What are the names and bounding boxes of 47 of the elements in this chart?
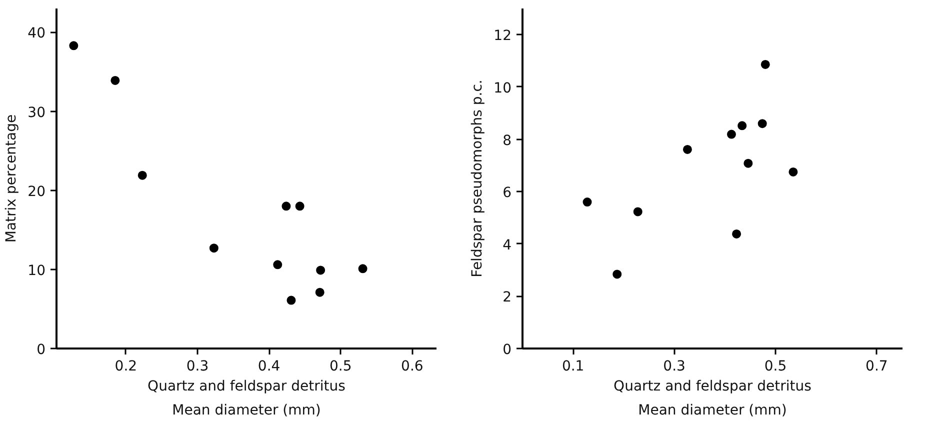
point — [744, 158, 753, 168]
x-axis-title: Quartz and feldspar detritus Mean diameter (mm) — [148, 378, 346, 418]
y-tick-label: 10 — [494, 80, 512, 96]
point — [788, 167, 798, 176]
point — [286, 296, 296, 305]
point — [295, 202, 304, 211]
point — [209, 244, 218, 253]
x-tick-label: 0.3 — [663, 358, 686, 374]
y-tick-label: 8 — [502, 132, 512, 149]
x-tick-label: 0.5 — [764, 358, 787, 374]
y-tick-label: 6 — [502, 185, 512, 202]
y-tick-label: 30 — [28, 104, 46, 121]
point — [732, 229, 742, 238]
point — [760, 60, 770, 69]
x-tick-label: 0.2 — [114, 358, 138, 374]
point — [110, 76, 120, 85]
x-tick-label: 0.7 — [866, 358, 888, 374]
x-tick-label: 0.5 — [329, 358, 352, 374]
point — [738, 121, 747, 130]
y-tick-label: 20 — [28, 184, 46, 200]
point — [273, 260, 282, 270]
y-axis-title: Feldspar pseudomorphs p.c. — [470, 80, 486, 278]
y-tick-label: 10 — [28, 262, 46, 279]
point — [138, 170, 147, 180]
y-tick-label: 0 — [502, 342, 512, 358]
x-tick-label: 0.3 — [186, 358, 209, 374]
x-tick-label: 0.4 — [258, 358, 280, 374]
y-axis-title: Matrix percentage — [4, 114, 20, 243]
point — [358, 264, 368, 274]
x-tick-label: 0.1 — [562, 358, 584, 374]
point — [633, 207, 642, 216]
point — [582, 198, 592, 207]
y-tick-label: 12 — [494, 28, 512, 44]
y-tick-label: 40 — [28, 26, 46, 42]
x-tick-label: 0.6 — [401, 358, 424, 374]
point — [282, 202, 291, 211]
point — [758, 119, 767, 128]
point — [726, 130, 736, 139]
point — [316, 266, 326, 275]
point — [315, 288, 324, 297]
point — [612, 270, 622, 279]
point — [69, 41, 78, 50]
point — [682, 144, 692, 154]
y-tick-label: 0 — [36, 342, 46, 358]
x-axis-title: Quartz and feldspar detritus Mean diameter (mm) — [614, 378, 812, 418]
y-tick-label: 2 — [502, 290, 512, 306]
y-tick-label: 4 — [502, 237, 512, 254]
